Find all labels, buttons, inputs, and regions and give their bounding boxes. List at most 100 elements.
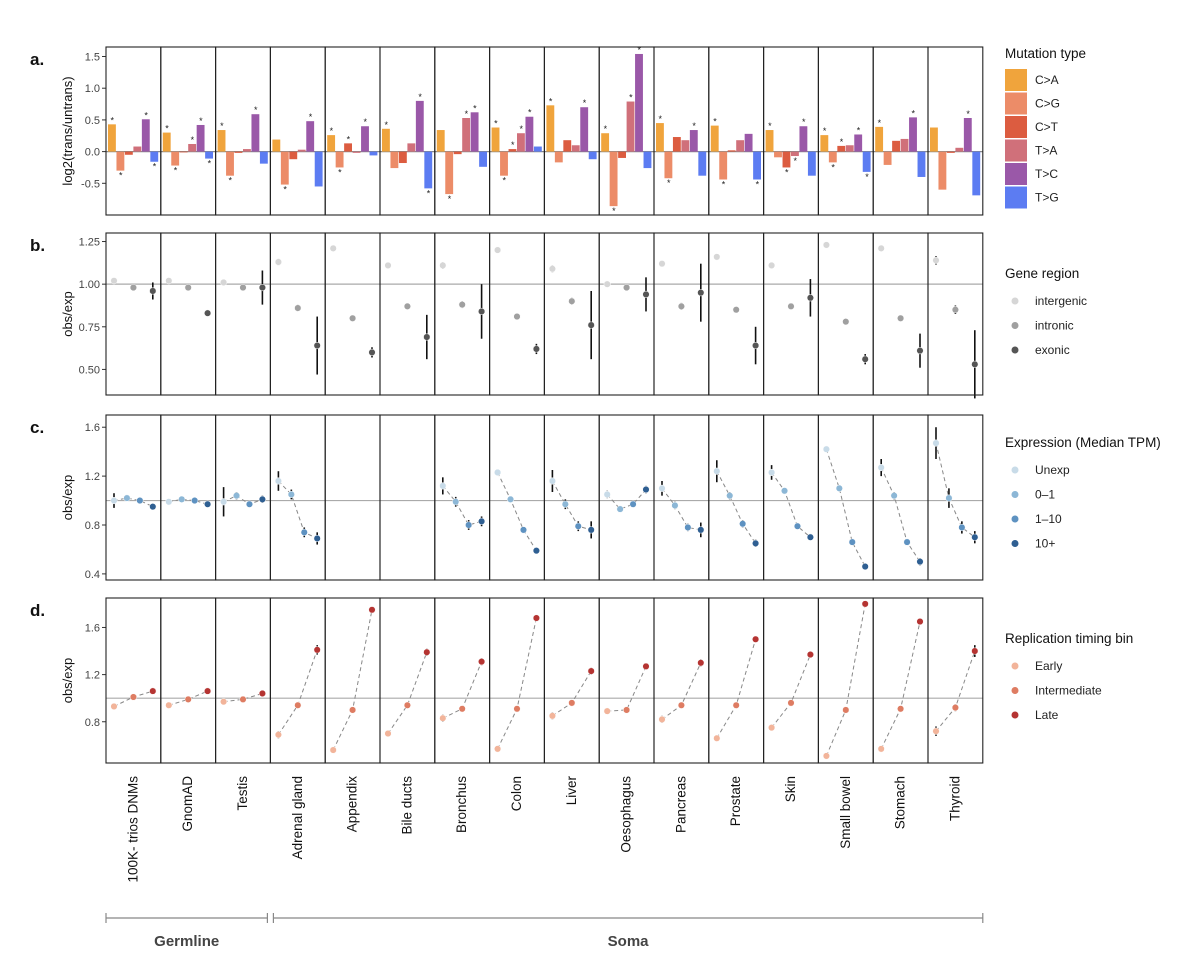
point-Early xyxy=(384,729,392,738)
panel-label: a. xyxy=(30,50,44,69)
point-exonic xyxy=(861,355,869,363)
facet-1 xyxy=(165,687,212,709)
point-Late xyxy=(806,651,814,659)
significance-star: * xyxy=(448,194,452,204)
trend-line xyxy=(716,639,757,739)
point-Early xyxy=(494,745,502,753)
point-intergenic xyxy=(932,256,940,264)
facet-0 xyxy=(110,493,157,511)
legend: Mutation type C>A C>G C>T T>A T>C T>G xyxy=(1005,46,1086,209)
bar-C>A xyxy=(491,127,500,152)
bar-C>T xyxy=(618,151,626,158)
facet-border xyxy=(927,597,984,764)
facet-10 xyxy=(658,260,705,322)
point-0–1 xyxy=(232,492,241,500)
category-label: Stomach xyxy=(893,776,908,829)
point-Intermediate xyxy=(951,704,959,712)
bar-T>C xyxy=(854,134,863,152)
facet-15: * xyxy=(930,109,981,196)
point-1–10 xyxy=(519,526,528,534)
point-Intermediate xyxy=(568,699,576,707)
facet-border xyxy=(653,597,710,764)
facet-border xyxy=(379,597,436,764)
point-intronic xyxy=(951,306,959,314)
point-intergenic xyxy=(274,258,282,266)
significance-star: * xyxy=(427,188,431,198)
significance-star: * xyxy=(583,98,587,108)
bar-C>A xyxy=(601,133,610,152)
point-10+ xyxy=(642,486,650,494)
panel-label: c. xyxy=(30,418,44,437)
facet-5 xyxy=(384,648,431,738)
category-label: Testis xyxy=(235,776,250,811)
facet-10 xyxy=(658,481,705,538)
bar-T>A xyxy=(188,143,197,152)
significance-star: * xyxy=(110,115,114,125)
point-Early xyxy=(439,714,447,722)
significance-star: * xyxy=(153,162,157,172)
category-label: Prostate xyxy=(728,776,743,826)
point-intronic xyxy=(349,314,357,322)
legend-swatch-C>T xyxy=(1005,116,1027,138)
point-Intermediate xyxy=(732,701,740,709)
legend-label: Unexp xyxy=(1035,463,1070,477)
legend-label: T>G xyxy=(1035,191,1059,205)
facet-border xyxy=(763,414,819,581)
facet-9 xyxy=(603,662,650,715)
significance-star: * xyxy=(823,126,827,136)
significance-star: * xyxy=(364,117,368,127)
point-intergenic xyxy=(713,253,721,261)
point-10+ xyxy=(752,539,760,547)
facet-border xyxy=(817,597,874,764)
facet-14: ** xyxy=(875,108,926,177)
point-10+ xyxy=(806,533,814,541)
legend-label: C>T xyxy=(1035,120,1059,134)
legend-swatch-T>G xyxy=(1005,186,1027,209)
point-exonic xyxy=(587,321,595,329)
facet-border xyxy=(434,597,491,764)
point-exonic xyxy=(313,341,321,350)
bar-C>A xyxy=(108,124,116,152)
bar-T>C xyxy=(306,121,315,152)
facet-3 xyxy=(274,258,321,375)
significance-star: * xyxy=(338,167,342,177)
point-1–10 xyxy=(629,500,637,508)
legend-swatch-intergenic xyxy=(1011,297,1019,305)
significance-star: * xyxy=(638,45,642,55)
facet-8: * * xyxy=(546,96,597,163)
category-label: Skin xyxy=(783,776,798,802)
point-intergenic xyxy=(822,241,830,249)
point-1–10 xyxy=(793,522,802,530)
bar-T>A xyxy=(845,145,854,152)
point-Intermediate xyxy=(239,695,247,703)
y-tick-label: 0.0 xyxy=(85,147,100,159)
bar-T>C xyxy=(963,118,972,152)
point-Early xyxy=(220,698,228,706)
category-label: Pancreas xyxy=(673,776,688,833)
y-tick-label: 0.5 xyxy=(85,115,100,127)
y-axis-label: obs/exp xyxy=(60,475,75,521)
point-1–10 xyxy=(245,500,254,508)
facet-14 xyxy=(877,244,924,368)
significance-star: * xyxy=(503,176,507,186)
trend-line xyxy=(552,670,592,717)
bar-T>G xyxy=(862,151,871,172)
y-tick-label: 1.25 xyxy=(79,237,100,249)
facet-4 xyxy=(329,244,376,358)
point-exonic xyxy=(204,309,212,317)
point-exonic xyxy=(532,345,540,353)
trend-line xyxy=(442,485,482,526)
bar-T>A xyxy=(462,118,471,152)
significance-star: * xyxy=(309,112,313,122)
point-Early xyxy=(932,727,940,735)
legend-label: intronic xyxy=(1035,319,1074,333)
legend-swatch-1–10 xyxy=(1011,515,1019,523)
point-intronic xyxy=(458,301,466,309)
significance-star: * xyxy=(612,206,616,216)
point-1–10 xyxy=(903,538,911,546)
point-10+ xyxy=(313,534,321,542)
point-10+ xyxy=(697,526,705,534)
point-10+ xyxy=(478,517,486,525)
facet-border xyxy=(269,414,326,581)
